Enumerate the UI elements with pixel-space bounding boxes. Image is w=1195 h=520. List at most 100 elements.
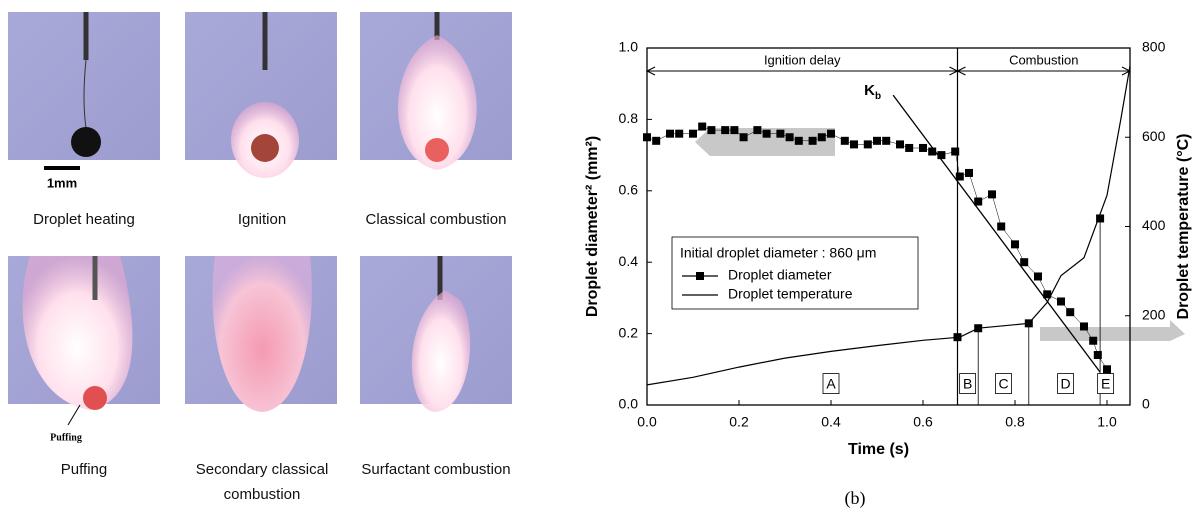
data-point bbox=[937, 151, 946, 160]
region-box bbox=[995, 373, 1012, 394]
data-point bbox=[863, 140, 872, 149]
arrow-head bbox=[645, 66, 656, 76]
data-point bbox=[1103, 365, 1111, 374]
x-tick-label: 0.2 bbox=[729, 414, 749, 430]
caption: Secondary classical combustion bbox=[195, 461, 329, 503]
data-point bbox=[928, 147, 937, 156]
legend bbox=[671, 236, 919, 310]
data-point bbox=[1043, 290, 1052, 299]
caption: Classical combustion bbox=[365, 211, 507, 228]
y2-tick-label: 400 bbox=[1142, 217, 1166, 233]
data-point bbox=[974, 197, 983, 206]
data-point bbox=[896, 140, 904, 149]
data-point bbox=[707, 126, 716, 135]
photo bbox=[185, 256, 337, 412]
x-tick-label: 0.4 bbox=[821, 414, 841, 430]
y-tick-label: 0.8 bbox=[619, 110, 639, 126]
y-tick-label: 0.2 bbox=[619, 324, 639, 340]
data-point bbox=[1011, 240, 1019, 249]
data-point bbox=[1093, 351, 1102, 360]
data-point bbox=[951, 147, 960, 156]
data-point bbox=[698, 122, 707, 131]
y2-tick-label: 200 bbox=[1142, 306, 1166, 322]
data-point bbox=[785, 133, 794, 142]
annotation: Puffing bbox=[50, 432, 82, 443]
data-point bbox=[873, 136, 881, 145]
data-point bbox=[1089, 336, 1098, 345]
data-point bbox=[762, 129, 771, 138]
x-tick-label: 0.8 bbox=[1005, 414, 1025, 430]
data-point bbox=[1057, 297, 1065, 306]
data-point bbox=[997, 222, 1006, 231]
data-point bbox=[882, 136, 891, 145]
fit-label-main: K bbox=[864, 82, 875, 99]
arrow-head bbox=[1121, 66, 1132, 76]
region-label: C bbox=[998, 375, 1008, 391]
figure-label: (b) bbox=[845, 488, 866, 509]
data-point bbox=[1024, 319, 1033, 328]
data-point bbox=[850, 140, 858, 149]
data-point bbox=[675, 129, 684, 138]
data-point bbox=[776, 129, 785, 138]
photo bbox=[8, 12, 160, 170]
scale-label: 1mm bbox=[47, 175, 77, 190]
data-point bbox=[974, 324, 983, 333]
data-point bbox=[643, 133, 651, 142]
photo bbox=[8, 256, 160, 426]
data-point bbox=[919, 143, 927, 152]
data-point bbox=[652, 136, 661, 145]
region-label: A bbox=[826, 375, 836, 391]
y-tick-label: 0.6 bbox=[619, 182, 639, 198]
data-point bbox=[721, 126, 730, 135]
y-axis-label: Droplet diameter² (mm²) bbox=[584, 136, 601, 317]
y-tick-label: 1.0 bbox=[619, 39, 639, 55]
y2-tick-label: 800 bbox=[1142, 39, 1166, 55]
y2-tick-label: 0 bbox=[1142, 396, 1150, 412]
region-box bbox=[822, 373, 840, 394]
arrow bbox=[695, 128, 835, 156]
caption: Puffing bbox=[60, 461, 108, 478]
data-point bbox=[1080, 322, 1088, 331]
data-point bbox=[953, 333, 962, 342]
data-point bbox=[905, 143, 914, 152]
region-label: E bbox=[1101, 375, 1110, 391]
data-point bbox=[739, 133, 748, 142]
data-point bbox=[666, 129, 674, 138]
data-point bbox=[988, 190, 996, 199]
data-point bbox=[730, 126, 739, 135]
data-point bbox=[808, 136, 817, 145]
region-box bbox=[959, 373, 977, 394]
data-point bbox=[817, 133, 826, 142]
data-point bbox=[1066, 308, 1075, 317]
photo-panel: 1mm Puffing bbox=[8, 12, 512, 443]
y-tick-label: 0.4 bbox=[619, 253, 639, 269]
fit-label: Kb bbox=[864, 82, 881, 102]
region-box bbox=[1097, 373, 1115, 394]
arrow bbox=[1040, 320, 1185, 341]
data-point bbox=[1020, 258, 1029, 267]
data-point bbox=[753, 126, 762, 135]
legend-marker bbox=[696, 272, 704, 280]
x-tick-label: 0.6 bbox=[913, 414, 933, 430]
x-tick-label: 0.0 bbox=[637, 414, 657, 430]
y2-axis-label: Droplet temperature (°C) bbox=[1175, 134, 1192, 320]
caption: Ignition bbox=[237, 211, 287, 228]
data-point bbox=[1034, 272, 1042, 281]
plot-frame bbox=[646, 47, 1131, 406]
legend-title: Initial droplet diameter : 860 μm bbox=[680, 245, 876, 261]
legend-label: Droplet temperature bbox=[728, 286, 853, 302]
caption: Surfactant combustion bbox=[361, 461, 511, 478]
caption: Droplet heating bbox=[33, 211, 135, 228]
data-point bbox=[840, 136, 849, 145]
photo bbox=[185, 12, 337, 178]
data-point bbox=[689, 129, 697, 138]
data-point bbox=[1096, 214, 1105, 223]
fit-label-sub: b bbox=[875, 91, 881, 102]
region-box bbox=[1057, 373, 1074, 394]
span-label: Ignition delay bbox=[764, 52, 841, 67]
data-point bbox=[965, 168, 973, 177]
y2-tick-label: 600 bbox=[1142, 128, 1166, 144]
region-label: D bbox=[1061, 375, 1071, 391]
